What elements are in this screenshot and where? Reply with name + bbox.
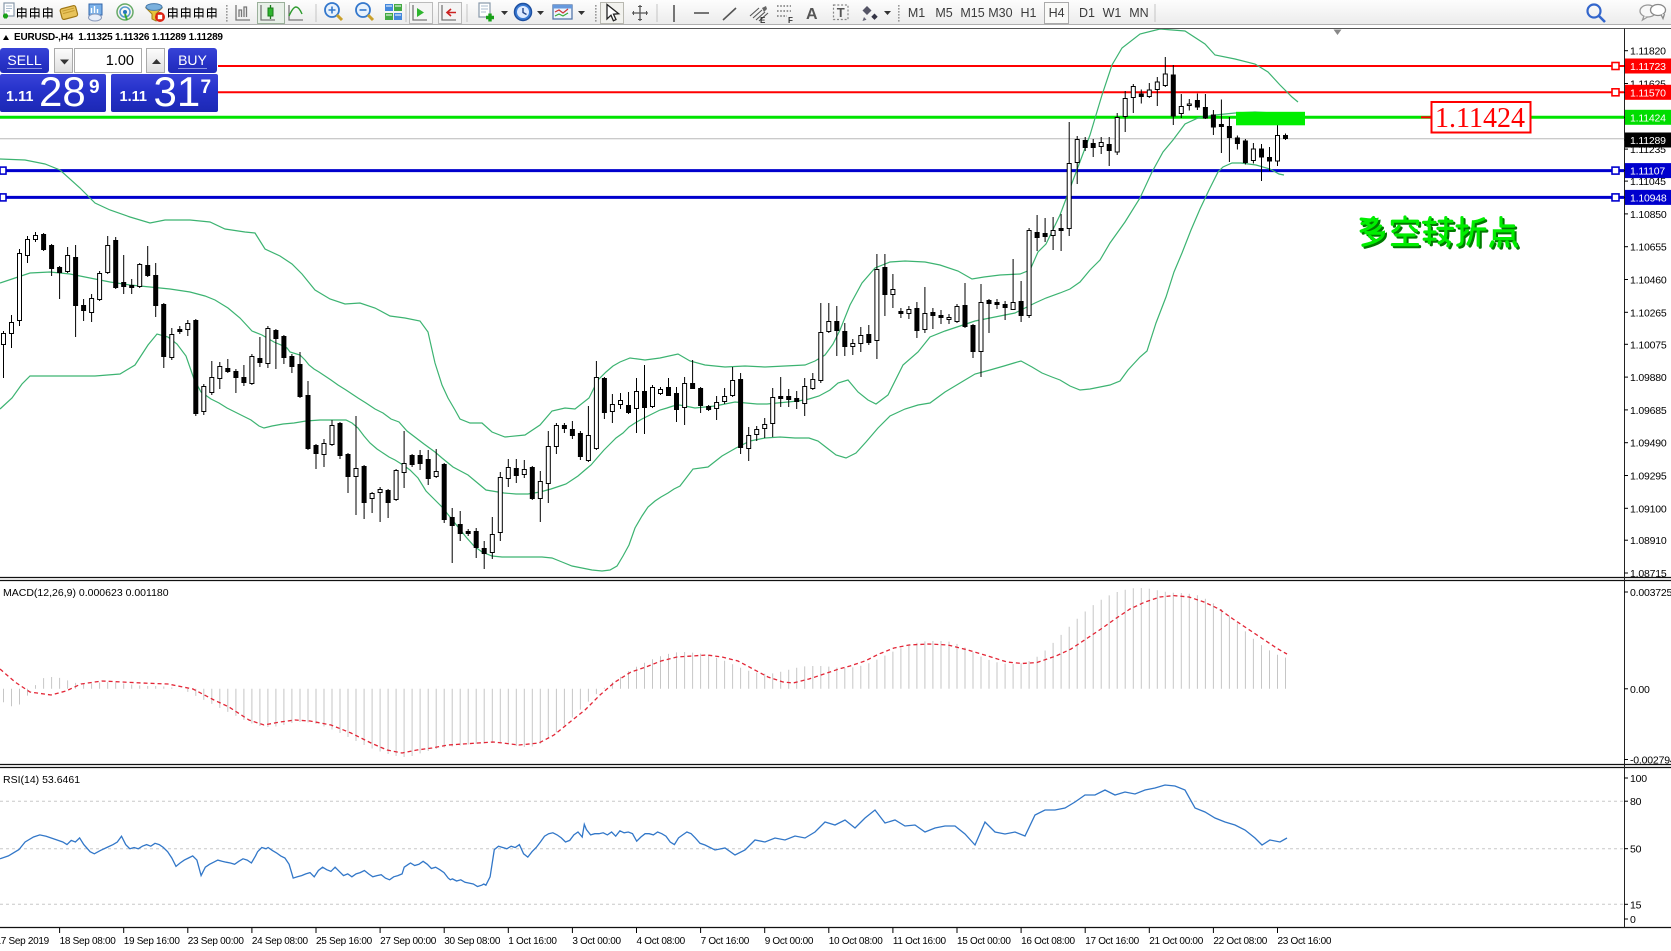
- svg-text:27 Sep 00:00: 27 Sep 00:00: [380, 936, 437, 947]
- svg-text:1.11424: 1.11424: [1435, 103, 1525, 134]
- svg-text:1.11107: 1.11107: [1630, 166, 1665, 178]
- svg-text:MN: MN: [1129, 6, 1148, 20]
- svg-text:M30: M30: [988, 6, 1012, 20]
- svg-text:1.11045: 1.11045: [1630, 176, 1666, 188]
- svg-text:18 Sep 08:00: 18 Sep 08:00: [60, 936, 117, 947]
- svg-text:1.10075: 1.10075: [1630, 339, 1667, 351]
- svg-text:15: 15: [1630, 899, 1642, 911]
- svg-text:1.10850: 1.10850: [1630, 209, 1667, 221]
- svg-text:F: F: [788, 16, 793, 25]
- svg-text:7 Oct 16:00: 7 Oct 16:00: [701, 936, 750, 947]
- svg-text:-0.002794: -0.002794: [1630, 755, 1671, 767]
- svg-text:1.09295: 1.09295: [1630, 471, 1667, 483]
- svg-text:1.09685: 1.09685: [1630, 405, 1667, 417]
- svg-text:50: 50: [1630, 844, 1642, 856]
- svg-text:4 Oct 08:00: 4 Oct 08:00: [637, 936, 686, 947]
- svg-text:10 Oct 08:00: 10 Oct 08:00: [829, 936, 883, 947]
- svg-text:T: T: [837, 5, 845, 20]
- svg-text:0.00: 0.00: [1630, 684, 1650, 696]
- svg-text:23 Oct 16:00: 23 Oct 16:00: [1278, 936, 1332, 947]
- svg-text:1.09490: 1.09490: [1630, 438, 1667, 450]
- svg-text:15 Oct 00:00: 15 Oct 00:00: [957, 936, 1011, 947]
- svg-text:1.11570: 1.11570: [1630, 87, 1666, 99]
- svg-text:3 Oct 00:00: 3 Oct 00:00: [572, 936, 621, 947]
- svg-text:H1: H1: [1021, 6, 1037, 20]
- svg-text:9 Oct 00:00: 9 Oct 00:00: [765, 936, 814, 947]
- svg-text:24 Sep 08:00: 24 Sep 08:00: [252, 936, 309, 947]
- svg-text:1.11289: 1.11289: [1630, 135, 1666, 147]
- svg-text:1.10655: 1.10655: [1630, 242, 1667, 254]
- svg-text:RSI(14) 53.6461: RSI(14) 53.6461: [3, 774, 80, 786]
- svg-text:17 Sep 2019: 17 Sep 2019: [0, 936, 50, 947]
- svg-text:1.11424: 1.11424: [1630, 112, 1666, 124]
- svg-text:19 Sep 16:00: 19 Sep 16:00: [124, 936, 181, 947]
- svg-text:22 Oct 08:00: 22 Oct 08:00: [1213, 936, 1267, 947]
- svg-text:1 Oct 16:00: 1 Oct 16:00: [508, 936, 557, 947]
- svg-text:E: E: [760, 16, 766, 25]
- svg-text:1.10265: 1.10265: [1630, 307, 1667, 319]
- svg-text:16 Oct 08:00: 16 Oct 08:00: [1021, 936, 1075, 947]
- svg-text:M5: M5: [935, 6, 952, 20]
- svg-text:100: 100: [1630, 773, 1647, 785]
- svg-text:1.10460: 1.10460: [1630, 275, 1667, 287]
- svg-text:1.08715: 1.08715: [1630, 568, 1667, 580]
- svg-text:23 Sep 00:00: 23 Sep 00:00: [188, 936, 245, 947]
- svg-text:1.08910: 1.08910: [1630, 535, 1667, 547]
- svg-text:1.11723: 1.11723: [1630, 61, 1666, 73]
- svg-text:D1: D1: [1079, 6, 1095, 20]
- svg-text:80: 80: [1630, 796, 1642, 808]
- svg-text:MACD(12,26,9) 0.000623 0.00118: MACD(12,26,9) 0.000623 0.001180: [3, 587, 169, 599]
- svg-text:0: 0: [1630, 914, 1636, 926]
- svg-text:25 Sep 16:00: 25 Sep 16:00: [316, 936, 373, 947]
- svg-text:H4: H4: [1049, 6, 1065, 20]
- svg-text:1.11820: 1.11820: [1630, 46, 1666, 58]
- svg-text:1.09100: 1.09100: [1630, 503, 1667, 515]
- svg-text:M1: M1: [908, 6, 925, 20]
- svg-text:M15: M15: [960, 6, 984, 20]
- svg-text:1.10948: 1.10948: [1630, 192, 1667, 204]
- svg-text:17 Oct 16:00: 17 Oct 16:00: [1085, 936, 1139, 947]
- svg-text:11 Oct 16:00: 11 Oct 16:00: [893, 936, 947, 947]
- svg-text:0.003725: 0.003725: [1630, 587, 1671, 599]
- svg-text:W1: W1: [1103, 6, 1122, 20]
- svg-text:A: A: [806, 6, 818, 23]
- svg-text:30 Sep 08:00: 30 Sep 08:00: [444, 936, 501, 947]
- svg-text:1.09880: 1.09880: [1630, 372, 1667, 384]
- svg-text:21 Oct 00:00: 21 Oct 00:00: [1149, 936, 1203, 947]
